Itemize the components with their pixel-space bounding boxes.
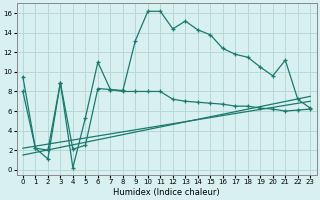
X-axis label: Humidex (Indice chaleur): Humidex (Indice chaleur) (113, 188, 220, 197)
